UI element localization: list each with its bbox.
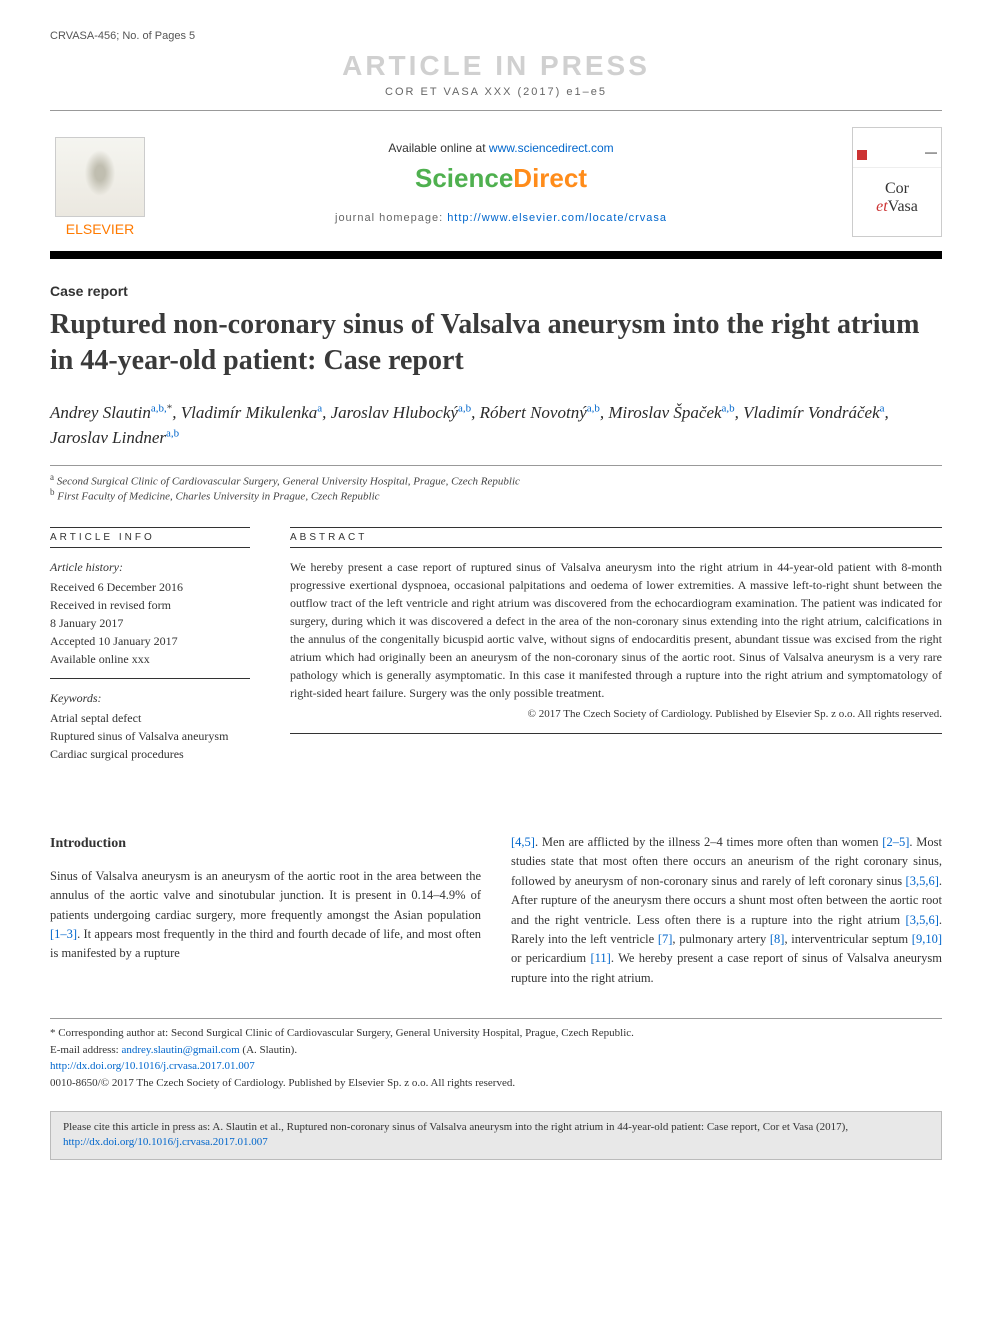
ref-link[interactable]: [3,5,6] <box>906 874 939 888</box>
cite-prefix: Please cite this article in press as: A.… <box>63 1121 848 1133</box>
intro-heading: Introduction <box>50 833 481 855</box>
author: Vladimír Vondráčeka <box>743 403 884 422</box>
abstract: ABSTRACT We hereby present a case report… <box>290 527 942 783</box>
journal-cover: ▬▬ Cor etVasa <box>852 127 942 237</box>
author: Vladimír Mikulenkaa <box>181 403 322 422</box>
affiliation-a: Second Surgical Clinic of Cardiovascular… <box>57 475 520 487</box>
homepage-label: journal homepage: <box>335 212 447 224</box>
abstract-text: We hereby present a case report of ruptu… <box>290 558 942 734</box>
article-in-press-banner: ARTICLE IN PRESS <box>50 50 942 82</box>
doc-id: CRVASA-456; No. of Pages 5 <box>50 30 942 42</box>
corresponding-label: * Corresponding author at: <box>50 1027 171 1039</box>
black-divider <box>50 251 942 259</box>
column-right: [4,5]. Men are afflicted by the illness … <box>511 833 942 988</box>
ref-link[interactable]: [4,5] <box>511 835 535 849</box>
available-text: Available online at <box>388 141 489 155</box>
author: Jaroslav Hlubockýa,b <box>331 403 471 422</box>
doi-link[interactable]: http://dx.doi.org/10.1016/j.crvasa.2017.… <box>50 1060 255 1072</box>
body-columns: Introduction Sinus of Valsalva aneurysm … <box>50 833 942 988</box>
sciencedirect-logo: ScienceDirect <box>150 163 852 194</box>
email-link[interactable]: andrey.slautin@gmail.com <box>121 1044 239 1056</box>
history-line: Received in revised form <box>50 596 250 614</box>
article-info: ARTICLE INFO Article history: Received 6… <box>50 527 250 783</box>
history-line: 8 January 2017 <box>50 614 250 632</box>
affiliations: a Second Surgical Clinic of Cardiovascul… <box>50 472 942 503</box>
intro-para-2: [4,5]. Men are afflicted by the illness … <box>511 833 942 988</box>
info-heading: ARTICLE INFO <box>50 527 250 548</box>
journal-homepage: journal homepage: http://www.elsevier.co… <box>150 212 852 224</box>
column-left: Introduction Sinus of Valsalva aneurysm … <box>50 833 481 988</box>
author: Andrey Slautina,b,* <box>50 403 172 422</box>
corresponding-text: Second Surgical Clinic of Cardiovascular… <box>171 1027 634 1039</box>
ref-link[interactable]: [8] <box>770 932 785 946</box>
elsevier-logo: ELSEVIER <box>50 127 150 237</box>
sciencedirect-link[interactable]: www.sciencedirect.com <box>489 141 614 155</box>
history-line: Accepted 10 January 2017 <box>50 632 250 650</box>
ref-link[interactable]: [7] <box>658 932 673 946</box>
publisher-banner: ELSEVIER Available online at www.science… <box>50 110 942 249</box>
ref-link[interactable]: [1–3] <box>50 927 77 941</box>
ref-link[interactable]: [2–5] <box>882 835 909 849</box>
history-line: Received 6 December 2016 <box>50 578 250 596</box>
ref-link[interactable]: [11] <box>590 951 610 965</box>
cover-red-icon <box>857 150 867 160</box>
homepage-link[interactable]: http://www.elsevier.com/locate/crvasa <box>447 212 667 224</box>
cover-tiny-text: ▬▬ <box>925 150 937 165</box>
keyword: Atrial septal defect <box>50 709 250 727</box>
intro-para-1: Sinus of Valsalva aneurysm is an aneurys… <box>50 867 481 964</box>
authors-block: Andrey Slautina,b,*, Vladimír Mikulenkaa… <box>50 400 942 466</box>
cite-doi-link[interactable]: http://dx.doi.org/10.1016/j.crvasa.2017.… <box>63 1136 268 1148</box>
ref-link[interactable]: [9,10] <box>912 932 942 946</box>
available-online: Available online at www.sciencedirect.co… <box>150 141 852 155</box>
cover-title: Cor etVasa <box>876 180 918 216</box>
keyword: Ruptured sinus of Valsalva aneurysm <box>50 727 250 745</box>
article-type: Case report <box>50 283 942 299</box>
cite-box: Please cite this article in press as: A.… <box>50 1111 942 1160</box>
keyword: Cardiac surgical procedures <box>50 745 250 763</box>
journal-citation: COR ET VASA XXX (2017) e1–e5 <box>50 86 942 98</box>
author: Miroslav Špačeka,b <box>608 403 734 422</box>
abstract-heading: ABSTRACT <box>290 527 942 548</box>
elsevier-label: ELSEVIER <box>66 221 134 237</box>
issn-copyright: 0010-8650/© 2017 The Czech Society of Ca… <box>50 1075 942 1092</box>
history-line: Available online xxx <box>50 650 250 668</box>
sd-part2: Direct <box>513 163 587 193</box>
keywords-label: Keywords: <box>50 689 250 707</box>
abstract-copyright: © 2017 The Czech Society of Cardiology. … <box>290 706 942 723</box>
ref-link[interactable]: [3,5,6] <box>906 913 939 927</box>
history-label: Article history: <box>50 558 250 576</box>
footnotes: * Corresponding author at: Second Surgic… <box>50 1018 942 1091</box>
elsevier-tree-icon <box>55 137 145 217</box>
article-title: Ruptured non-coronary sinus of Valsalva … <box>50 307 942 380</box>
email-author: (A. Slautin). <box>240 1044 297 1056</box>
sd-part1: Science <box>415 163 513 193</box>
author: Jaroslav Lindnera,b <box>50 428 179 447</box>
affiliation-b: First Faculty of Medicine, Charles Unive… <box>57 491 379 503</box>
author: Róbert Novotnýa,b <box>480 403 600 422</box>
email-label: E-mail address: <box>50 1044 121 1056</box>
